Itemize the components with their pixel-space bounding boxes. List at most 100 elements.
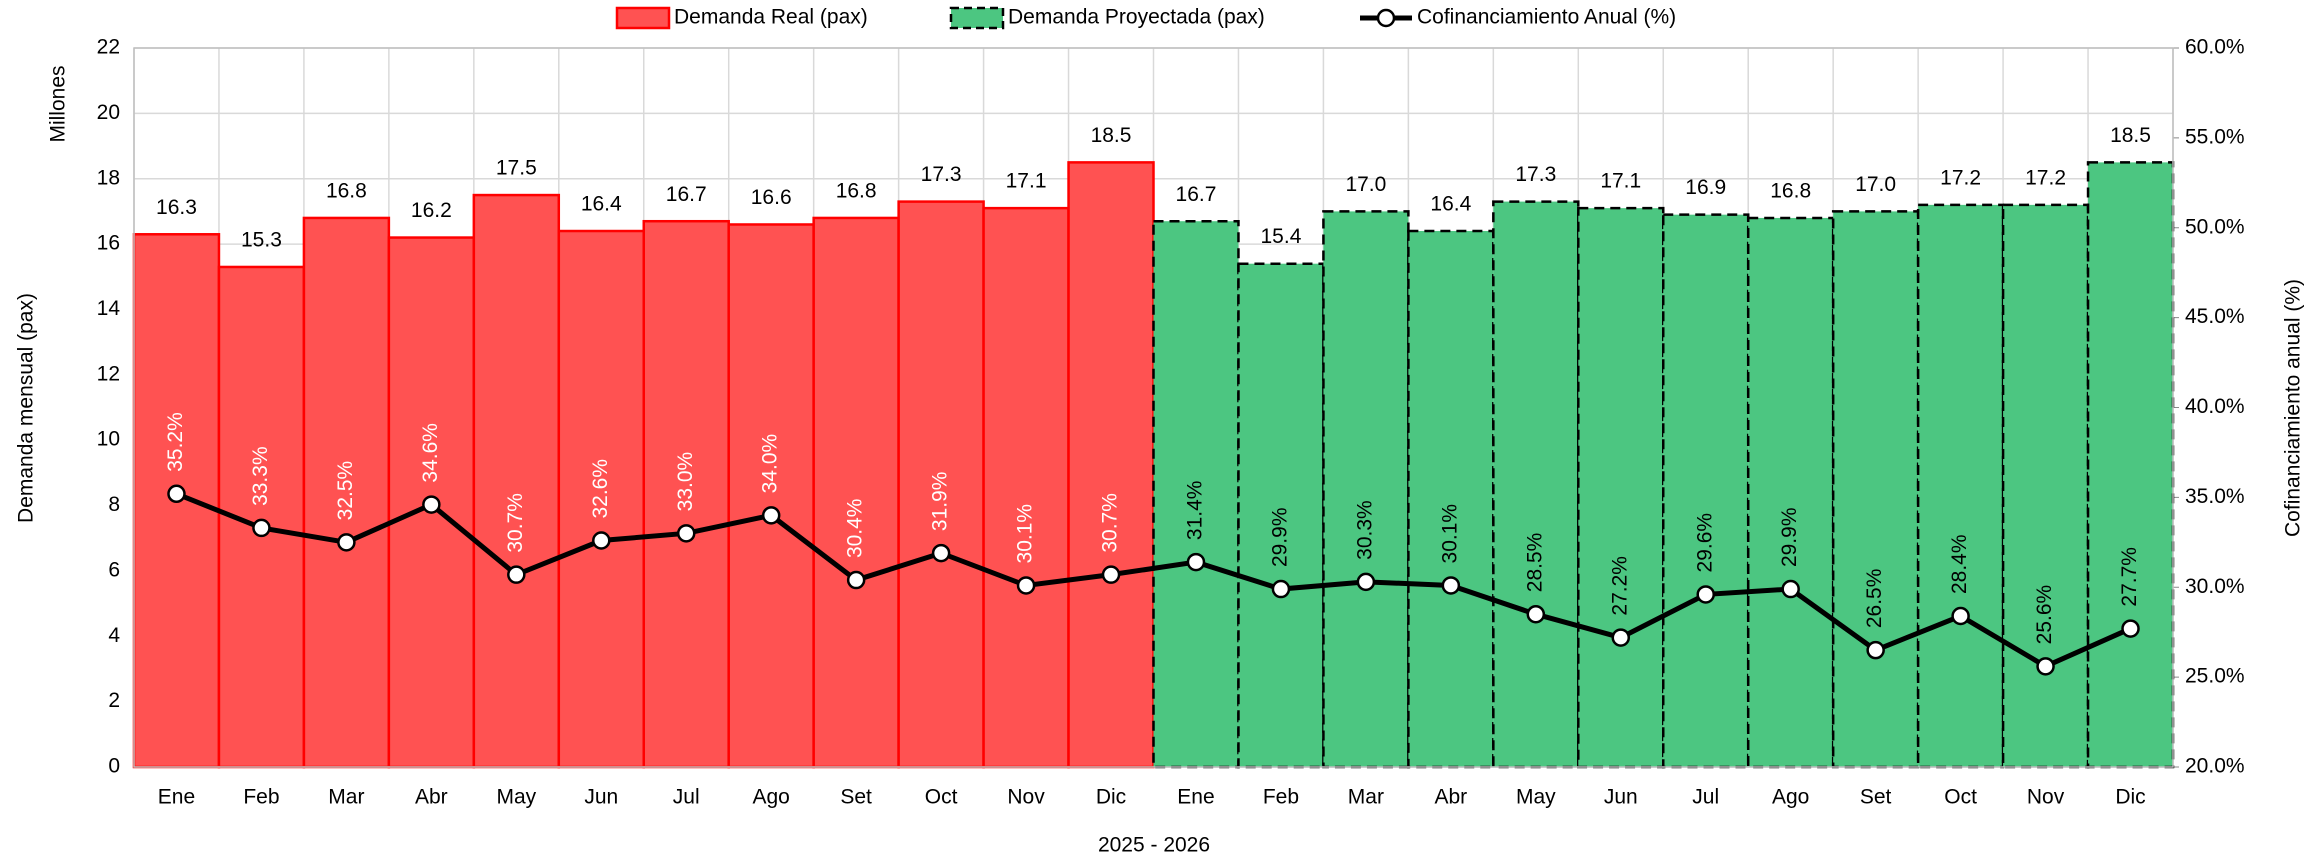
line-marker xyxy=(2036,657,2055,676)
x-tick-label: Jul xyxy=(673,786,700,809)
bar-value-label: 16.3 xyxy=(156,196,197,219)
bar xyxy=(897,200,985,769)
y2-tick-label: 30.0% xyxy=(2185,575,2245,598)
line-marker xyxy=(1101,565,1121,584)
line-marker xyxy=(422,495,441,514)
y2-axis-title: Cofinanciamiento anual (%) xyxy=(2282,279,2305,537)
line-marker xyxy=(252,518,271,538)
bar-value-label: 16.7 xyxy=(666,183,707,206)
line-value-label: 29.9% xyxy=(1778,508,1801,568)
bar xyxy=(982,206,1070,769)
x-tick-label: May xyxy=(1516,786,1556,809)
bar xyxy=(1322,210,1410,769)
bar xyxy=(727,223,815,769)
line-value-label: 30.1% xyxy=(1438,504,1461,564)
bar xyxy=(557,229,646,769)
x-tick-label: Feb xyxy=(243,786,279,809)
bar-value-label: 16.6 xyxy=(751,186,792,209)
bar-value-label: 16.4 xyxy=(1430,193,1471,216)
line-marker xyxy=(1696,585,1715,604)
line-marker xyxy=(507,565,526,584)
line-marker xyxy=(337,533,356,552)
y-tick-label: 0 xyxy=(108,755,120,778)
bar xyxy=(1577,206,1665,769)
line-value-label: 33.3% xyxy=(249,446,272,506)
x-tick-label: May xyxy=(496,786,536,809)
x-tick-label: Ene xyxy=(158,786,195,809)
line-value-label: 26.5% xyxy=(1863,569,1886,629)
line-value-label: 32.5% xyxy=(334,461,357,521)
line-marker xyxy=(1866,640,1885,660)
bar-value-label: 16.8 xyxy=(1770,179,1811,202)
x-tick-label: Ago xyxy=(1772,786,1809,809)
bar xyxy=(642,219,730,769)
bar-value-label: 18.5 xyxy=(2110,124,2151,147)
y2-tick-label: 25.0% xyxy=(2185,665,2245,688)
bar-value-label: 17.0 xyxy=(1345,173,1386,196)
line-marker xyxy=(1271,579,1291,599)
bar xyxy=(472,193,561,769)
legend-label: Cofinanciamiento Anual (%) xyxy=(1417,6,1676,29)
y2-tick-label: 60.0% xyxy=(2185,36,2245,59)
bar-value-label: 16.7 xyxy=(1176,183,1217,206)
line-value-label: 25.6% xyxy=(2033,585,2056,645)
bar xyxy=(1492,200,1580,769)
y-tick-label: 16 xyxy=(97,232,120,255)
y-axis-unit: Millones xyxy=(47,65,70,142)
x-axis-title: 2025 - 2026 xyxy=(1098,834,1210,857)
bar-value-label: 17.3 xyxy=(921,163,962,186)
y2-tick-label: 35.0% xyxy=(2185,485,2245,508)
line-value-label: 30.1% xyxy=(1014,504,1037,564)
bar xyxy=(302,216,391,769)
line-marker xyxy=(676,524,696,543)
x-tick-label: Set xyxy=(1860,786,1892,809)
bar-value-label: 17.2 xyxy=(2025,166,2066,189)
bar xyxy=(1152,219,1240,769)
x-tick-label: Jun xyxy=(1604,786,1638,809)
line xyxy=(175,491,2132,670)
plot-frame xyxy=(133,47,2174,768)
line-value-label: 34.0% xyxy=(759,434,782,494)
line-value-label: 27.7% xyxy=(2118,547,2141,607)
y-tick-label: 4 xyxy=(108,624,120,647)
bar-value-label: 16.8 xyxy=(326,179,367,202)
bar-value-label: 15.4 xyxy=(1261,225,1302,248)
x-tick-label: Oct xyxy=(925,786,958,809)
line-marker xyxy=(1781,579,1800,599)
legend-label: Demanda Proyectada (pax) xyxy=(1008,6,1265,29)
x-tick-label: Oct xyxy=(1944,786,1977,809)
line-value-label: 34.6% xyxy=(419,423,442,483)
y-tick-label: 6 xyxy=(108,558,120,581)
line-value-label: 30.7% xyxy=(1099,493,1122,553)
line-value-label: 30.7% xyxy=(504,493,527,553)
line-value-label: 35.2% xyxy=(164,412,187,472)
legend-swatch xyxy=(615,6,671,30)
bar-value-label: 17.1 xyxy=(1600,170,1641,193)
line-marker xyxy=(1356,572,1376,592)
line-value-label: 30.3% xyxy=(1353,500,1376,560)
y2-tick-label: 45.0% xyxy=(2185,305,2245,328)
y-tick-label: 12 xyxy=(97,362,120,385)
bar-value-label: 16.8 xyxy=(836,179,877,202)
line-marker xyxy=(167,484,186,504)
legend-swatch xyxy=(949,6,1005,30)
bar-value-label: 16.9 xyxy=(1685,176,1726,199)
x-tick-label: Ene xyxy=(1177,786,1214,809)
y2-tick-label: 40.0% xyxy=(2185,395,2245,418)
bar-value-label: 17.0 xyxy=(1855,173,1896,196)
legend-label: Demanda Real (pax) xyxy=(674,6,868,29)
bar-value-label: 17.1 xyxy=(1006,170,1047,193)
line-marker xyxy=(931,543,951,563)
bar-value-label: 16.4 xyxy=(581,193,622,216)
x-tick-label: Feb xyxy=(1263,786,1299,809)
x-tick-label: Jul xyxy=(1692,786,1719,809)
line-marker xyxy=(1441,576,1461,595)
line-marker xyxy=(846,570,866,590)
line-value-label: 28.5% xyxy=(1523,533,1546,593)
line-value-label: 28.4% xyxy=(1948,534,1971,594)
y2-tick-label: 55.0% xyxy=(2185,125,2245,148)
x-tick-label: Dic xyxy=(1096,786,1126,809)
bar-value-label: 18.5 xyxy=(1091,124,1132,147)
x-tick-label: Abr xyxy=(415,786,448,809)
